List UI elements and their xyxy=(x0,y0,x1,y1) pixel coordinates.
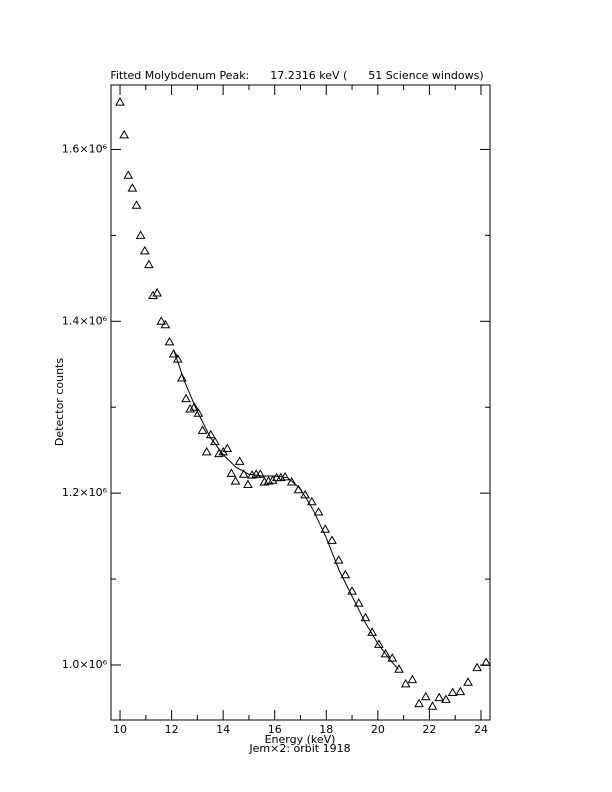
data-point xyxy=(347,586,357,595)
x-tick-label: 16 xyxy=(268,723,282,736)
data-point xyxy=(243,479,253,489)
data-point xyxy=(119,129,130,139)
data-point xyxy=(156,316,167,325)
data-point xyxy=(139,245,150,255)
data-point xyxy=(271,472,282,482)
data-point xyxy=(193,408,204,417)
data-point xyxy=(267,475,278,484)
x-tick-label: 18 xyxy=(319,723,333,736)
x-axis-label: Energy (keV) xyxy=(265,733,336,746)
data-point xyxy=(148,290,158,300)
y-axis-label: Detector counts xyxy=(53,358,66,446)
data-point xyxy=(185,403,196,413)
footer: Jem×2: orbit 1918 xyxy=(248,742,350,755)
x-tick-label: 22 xyxy=(422,723,436,736)
data-point xyxy=(367,627,378,636)
data-point xyxy=(441,694,451,703)
data-point xyxy=(313,507,324,516)
chart-title: Fitted Molybdenum Peak: 17.2316 keV ( 51… xyxy=(110,69,483,82)
x-tick-label: 20 xyxy=(371,723,385,736)
data-point xyxy=(306,496,317,506)
data-point xyxy=(447,687,458,697)
data-point xyxy=(177,373,187,382)
data-point xyxy=(455,686,466,696)
x-tick-label: 24 xyxy=(474,723,488,736)
y-tick-label: 1.4×10⁶ xyxy=(62,314,108,327)
data-point xyxy=(300,489,311,499)
data-point xyxy=(400,678,411,688)
data-point xyxy=(333,555,344,564)
data-point xyxy=(340,569,351,579)
data-point xyxy=(427,701,438,710)
data-point xyxy=(222,443,233,452)
data-point xyxy=(127,183,138,192)
data-point xyxy=(123,170,134,179)
data-point xyxy=(230,476,241,485)
data-point xyxy=(327,535,337,544)
data-point xyxy=(201,446,212,456)
x-tick-label: 14 xyxy=(216,723,230,736)
data-point xyxy=(189,402,200,411)
data-point xyxy=(420,691,431,701)
data-point xyxy=(152,287,163,297)
data-point xyxy=(144,259,154,269)
data-point xyxy=(255,469,266,478)
data-point xyxy=(160,319,171,329)
data-point xyxy=(463,677,473,686)
data-point xyxy=(197,425,208,434)
y-tick-label: 1.6×10⁶ xyxy=(62,142,108,155)
data-point xyxy=(115,97,125,106)
fit-line xyxy=(173,351,399,670)
data-point xyxy=(380,648,391,658)
data-point xyxy=(181,393,191,403)
data-point xyxy=(238,469,249,478)
data-point xyxy=(414,698,424,708)
data-point xyxy=(131,200,142,209)
data-point xyxy=(286,476,297,486)
y-tick-label: 1.2×10⁶ xyxy=(62,486,108,499)
data-point xyxy=(387,653,398,662)
data-point xyxy=(481,657,491,666)
data-point xyxy=(226,468,237,477)
x-tick-label: 12 xyxy=(165,723,179,736)
data-point xyxy=(320,524,331,533)
data-point xyxy=(353,598,364,607)
data-point xyxy=(234,456,245,465)
plot-frame xyxy=(110,84,491,721)
data-point xyxy=(434,692,445,702)
data-point xyxy=(168,348,179,358)
data-point xyxy=(214,448,224,458)
data-point xyxy=(280,471,290,481)
data-point xyxy=(407,674,418,684)
data-point xyxy=(360,612,371,622)
x-tick-label: 10 xyxy=(113,723,127,736)
data-point xyxy=(374,639,384,648)
y-tick-label: 1.0×10⁶ xyxy=(62,658,108,671)
data-point xyxy=(135,230,146,239)
data-point xyxy=(472,662,482,672)
data-point xyxy=(164,336,175,346)
data-point xyxy=(394,664,404,673)
